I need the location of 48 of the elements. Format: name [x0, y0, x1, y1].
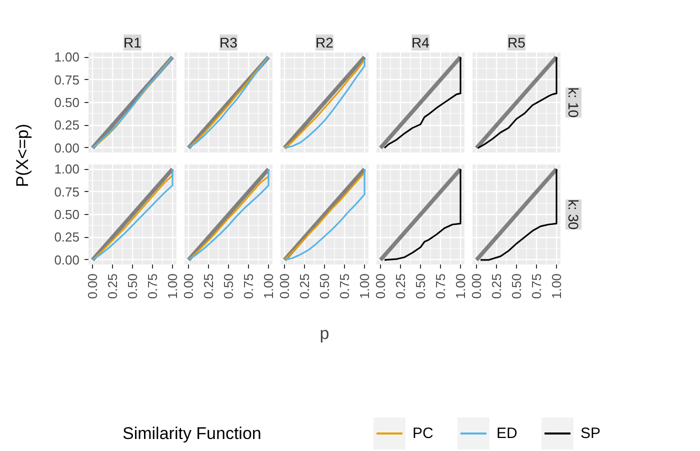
- chart-title: R3: [220, 34, 238, 50]
- x-tick-label: 0.75: [433, 273, 448, 299]
- chart-title: R2: [316, 34, 334, 50]
- chart-title: R1: [124, 34, 142, 50]
- legend-title: Similarity Function: [122, 424, 262, 443]
- legend-label: SP: [580, 425, 601, 442]
- x-axis-title: p: [320, 324, 330, 343]
- x-tick-label: 1.00: [357, 273, 372, 299]
- text: k: 30: [566, 199, 582, 230]
- y-tick-label: 0.75: [54, 184, 80, 200]
- y-tick-label: 0.25: [54, 118, 80, 133]
- y-tick-label: 0.00: [54, 140, 80, 156]
- y-tick-label: 0.50: [54, 207, 80, 222]
- y-tick-label: 1.00: [54, 162, 80, 177]
- legend-label: PC: [412, 425, 434, 442]
- y-tick-label: 0.50: [54, 95, 80, 110]
- y-axis-title: P(X<=p): [13, 124, 32, 188]
- x-tick-label: 0.75: [145, 273, 160, 299]
- x-tick-label: 0.00: [277, 273, 292, 299]
- x-tick-label: 0.25: [105, 273, 120, 299]
- x-tick-label: 0.25: [297, 273, 312, 299]
- y-tick-label: 0.00: [54, 252, 80, 268]
- y-tick-label: 1.00: [54, 50, 80, 65]
- x-tick-label: 1.00: [549, 273, 564, 299]
- x-tick-label: 0.75: [337, 273, 352, 299]
- x-tick-label: 0.25: [393, 273, 408, 299]
- chart-title: R5: [508, 34, 526, 50]
- y-tick-label: 0.75: [54, 72, 80, 88]
- x-tick-label: 1.00: [261, 273, 276, 299]
- x-tick-label: 0.50: [413, 273, 428, 299]
- x-tick-label: 0.00: [85, 273, 100, 299]
- x-tick-label: 0.50: [125, 273, 140, 299]
- chart-title: R4: [412, 34, 430, 50]
- x-tick-label: 0.75: [529, 273, 544, 299]
- x-tick-label: 0.50: [317, 273, 332, 299]
- legend-label: ED: [496, 425, 518, 442]
- x-tick-label: 0.50: [509, 273, 524, 299]
- x-tick-label: 0.50: [221, 273, 236, 299]
- x-tick-label: 1.00: [165, 273, 180, 299]
- x-tick-label: 1.00: [453, 273, 468, 299]
- text: k: 10: [566, 87, 582, 118]
- x-tick-label: 0.00: [373, 273, 388, 299]
- x-tick-label: 0.25: [201, 273, 216, 299]
- x-tick-label: 0.75: [241, 273, 256, 299]
- y-tick-label: 0.25: [54, 230, 80, 245]
- x-tick-label: 0.00: [181, 273, 196, 299]
- x-tick-label: 0.00: [469, 273, 484, 299]
- x-tick-label: 0.25: [489, 273, 504, 299]
